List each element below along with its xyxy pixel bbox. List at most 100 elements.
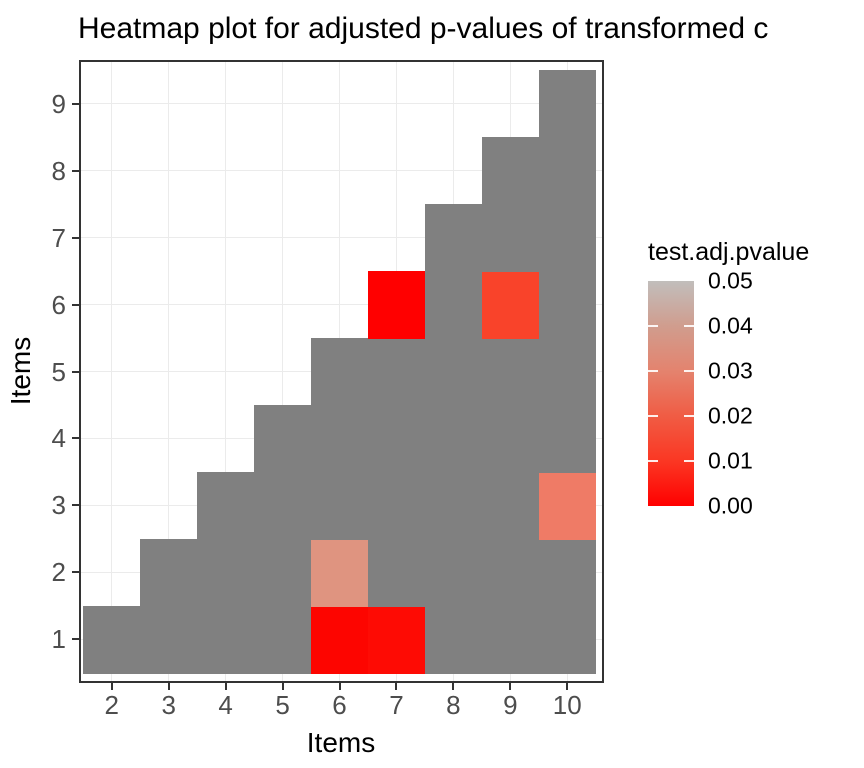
legend-tick-label: 0.05	[708, 267, 753, 294]
heatmap-cell	[367, 404, 426, 473]
x-tick-label: 6	[332, 690, 347, 720]
heatmap-cell	[424, 471, 483, 540]
x-tick-label: 3	[161, 690, 176, 720]
y-tick	[72, 571, 79, 574]
plot-title: Heatmap plot for adjusted p-values of tr…	[78, 12, 769, 45]
y-tick-label: 5	[51, 356, 66, 387]
legend-tick-mark	[684, 324, 694, 328]
heatmap-cell	[424, 204, 483, 272]
heatmap-cell	[367, 538, 426, 607]
y-tick	[72, 169, 79, 172]
heatmap-cell	[254, 605, 312, 674]
x-tick-label: 2	[104, 690, 119, 720]
y-tick-label: 6	[51, 289, 66, 320]
x-tick	[395, 683, 398, 690]
x-tick	[224, 683, 227, 690]
heatmap-cell	[367, 471, 426, 540]
heatmap-cell	[424, 605, 483, 674]
legend-tick-mark	[648, 324, 658, 328]
legend-tick-label: 0.00	[708, 492, 753, 519]
heatmap-cell	[367, 605, 426, 674]
heatmap-cell	[538, 538, 597, 607]
y-tick	[72, 370, 79, 373]
legend-tick-mark	[648, 369, 658, 373]
heatmap-cell	[424, 338, 483, 406]
legend-title: test.adj.pvalue	[648, 238, 810, 266]
y-tick-label: 1	[51, 624, 66, 655]
heatmap-cell	[254, 471, 312, 540]
heatmap-cell	[424, 271, 483, 339]
x-tick-label: 9	[503, 690, 518, 720]
heatmap-cell	[538, 70, 597, 138]
x-tick	[566, 683, 569, 690]
legend-tick-label: 0.01	[708, 447, 753, 474]
heatmap-cell	[481, 538, 540, 607]
x-tick	[509, 683, 512, 690]
legend-tick-mark	[684, 459, 694, 463]
heatmap-cell	[538, 605, 597, 674]
legend-tick-mark	[648, 414, 658, 418]
x-tick-label: 5	[275, 690, 290, 720]
y-tick-label: 4	[51, 423, 66, 454]
heatmap-cell	[367, 271, 426, 339]
heatmap-cell	[481, 271, 540, 339]
heatmap-cell	[538, 137, 597, 205]
heatmap-cell	[424, 404, 483, 473]
x-tick	[281, 683, 284, 690]
heatmap-cell	[311, 538, 369, 607]
legend-tick-mark	[684, 414, 694, 418]
y-tick	[72, 504, 79, 507]
heatmap-cell	[311, 338, 369, 406]
heatmap-cell	[538, 338, 597, 406]
y-tick	[72, 236, 79, 239]
legend-tick-label: 0.02	[708, 402, 753, 429]
x-tick-label: 8	[446, 690, 461, 720]
y-axis-title: Items	[5, 336, 36, 406]
legend-gradient-bar	[648, 281, 694, 506]
heatmap-cell	[424, 538, 483, 607]
y-gridline	[81, 303, 602, 306]
y-tick-label: 7	[51, 222, 66, 253]
y-tick	[72, 102, 79, 105]
x-tick	[452, 683, 455, 690]
legend-tick-label: 0.03	[708, 357, 753, 384]
legend-tick-label: 0.04	[708, 312, 753, 339]
x-axis-title: Items	[306, 727, 376, 758]
heatmap-cell	[481, 404, 540, 473]
heatmap-cell	[311, 471, 369, 540]
y-tick-label: 9	[51, 88, 66, 119]
legend-tick-mark	[684, 369, 694, 373]
heatmap-cell	[197, 538, 255, 607]
y-tick-label: 8	[51, 155, 66, 186]
y-tick-label: 3	[51, 490, 66, 521]
heatmap-cell	[538, 204, 597, 272]
heatmap-cell	[481, 338, 540, 406]
heatmap-cell	[538, 471, 597, 540]
x-tick-label: 7	[389, 690, 404, 720]
heatmap-cell	[367, 338, 426, 406]
y-tick	[72, 437, 79, 440]
heatmap-cell	[83, 605, 141, 674]
heatmap-cell	[481, 471, 540, 540]
x-tick-label: 10	[552, 690, 582, 720]
heatmap-cell	[481, 137, 540, 205]
heatmap-cell	[538, 404, 597, 473]
heatmap-cell	[311, 404, 369, 473]
legend-tick-mark	[648, 459, 658, 463]
x-tick	[167, 683, 170, 690]
heatmap-cell	[197, 471, 255, 540]
y-gridline	[81, 236, 602, 239]
heatmap-cell	[254, 404, 312, 473]
heatmap-cell	[140, 538, 198, 607]
heatmap-cell	[538, 271, 597, 339]
heatmap-cell	[481, 605, 540, 674]
legend: test.adj.pvalue 0.05 0.04 0.03 0.02 0.01 0.00	[646, 238, 856, 528]
x-tick	[338, 683, 341, 690]
heatmap-cell	[481, 204, 540, 272]
plot-panel	[79, 60, 604, 683]
heatmap-cell	[197, 605, 255, 674]
heatmap-cell	[311, 605, 369, 674]
heatmap-cell	[254, 538, 312, 607]
y-gridline	[81, 102, 602, 105]
